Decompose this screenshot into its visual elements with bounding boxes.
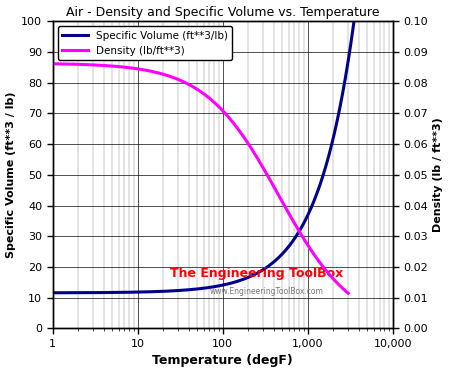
Specific Volume (ft**3/lb) — [315, 189, 321, 193]
Specific Volume (ft**3/lb) — [187, 288, 193, 292]
Specific Volume (ft**3/lb) — [283, 247, 289, 252]
Density (lb/ft**3) — [304, 242, 310, 247]
Density (lb/ft**3) — [221, 110, 227, 115]
Density (lb/ft**3) — [274, 190, 280, 194]
Text: www.EngineeringToolBox.com: www.EngineeringToolBox.com — [210, 287, 324, 296]
Y-axis label: Specific Volume (ft**3 / lb): Specific Volume (ft**3 / lb) — [5, 91, 16, 258]
Text: The Engineering ToolBox: The Engineering ToolBox — [170, 267, 343, 280]
Density (lb/ft**3) — [238, 131, 244, 135]
Legend: Specific Volume (ft**3/lb), Density (lb/ft**3): Specific Volume (ft**3/lb), Density (lb/… — [58, 26, 233, 60]
Density (lb/ft**3) — [229, 119, 235, 123]
X-axis label: Temperature (degF): Temperature (degF) — [152, 354, 293, 367]
Title: Air - Density and Specific Volume vs. Temperature: Air - Density and Specific Volume vs. Te… — [66, 6, 379, 19]
Specific Volume (ft**3/lb) — [200, 286, 205, 291]
Line: Specific Volume (ft**3/lb): Specific Volume (ft**3/lb) — [53, 0, 393, 293]
Density (lb/ft**3) — [346, 291, 351, 295]
Density (lb/ft**3) — [68, 62, 73, 66]
Line: Density (lb/ft**3): Density (lb/ft**3) — [53, 64, 348, 293]
Specific Volume (ft**3/lb) — [84, 291, 90, 295]
Density (lb/ft**3) — [50, 62, 55, 66]
Specific Volume (ft**3/lb) — [50, 291, 55, 295]
Y-axis label: Density (lb / ft**3): Density (lb / ft**3) — [433, 117, 444, 232]
Specific Volume (ft**3/lb) — [321, 170, 326, 175]
